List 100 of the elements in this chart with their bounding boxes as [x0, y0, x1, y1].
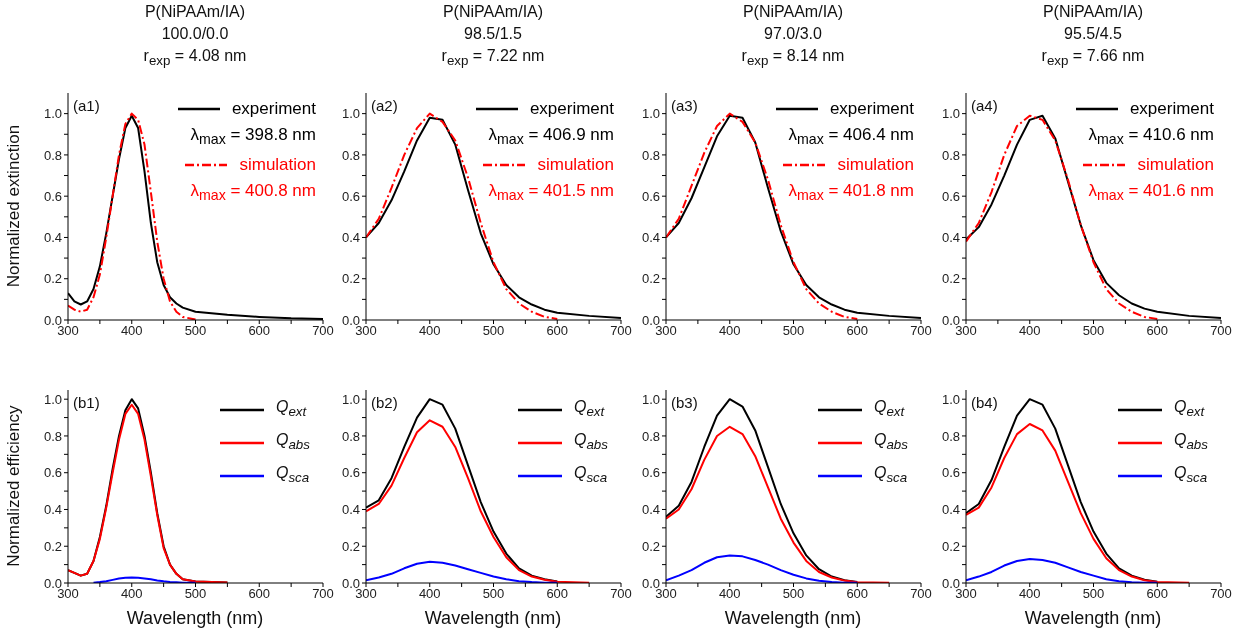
x-tick-label: 700 — [1210, 586, 1232, 602]
annotation: λ$_{max}$ = 398.8 nm — [190, 124, 316, 150]
x-tick-label: 700 — [910, 323, 932, 339]
chart-title: P(NiPAAm/IA) — [441, 2, 545, 22]
y-tick-label: 1.0 — [641, 106, 660, 122]
x-tick-label: 500 — [184, 586, 207, 602]
y-tick-label: 0.8 — [641, 428, 660, 444]
y-tick-label: 0.8 — [43, 147, 62, 163]
y-tick-label: 1.0 — [43, 391, 62, 407]
x-tick-label: 500 — [782, 586, 805, 602]
x-axis-title: Wavelength (nm) — [1023, 607, 1163, 630]
x-tick-label: 400 — [120, 586, 143, 602]
y-tick-label: 0.6 — [641, 188, 660, 204]
legend-label: experiment — [1129, 98, 1214, 120]
y-tick-label: 0.6 — [341, 188, 360, 204]
y-tick-label: 0.2 — [341, 538, 360, 554]
y-tick-label: 0.6 — [341, 465, 360, 481]
x-tick-label: 600 — [546, 323, 569, 339]
legend-label: simulation — [1137, 154, 1214, 177]
x-tick-label: 600 — [248, 323, 271, 339]
x-tick-label: 600 — [546, 586, 569, 602]
x-tick-label: 700 — [312, 586, 334, 602]
chart-subtitle: 98.5/1.5 r$_{exp}$ = 7.22 nm — [440, 24, 546, 71]
x-tick-label: 400 — [120, 323, 143, 339]
chart-subtitle: 100.0/0.0 r$_{exp}$ = 4.08 nm — [142, 24, 248, 71]
chart-subtitle: 97.0/3.0 r$_{exp}$ = 8.14 nm — [740, 24, 846, 71]
legend-label: experiment — [231, 98, 316, 120]
y-tick-label: 0.4 — [341, 230, 360, 246]
y-tick-label: 1.0 — [341, 106, 360, 122]
y-tick-label: 0.2 — [941, 538, 960, 554]
y-tick-label: 0.8 — [43, 428, 62, 444]
x-tick-label: 500 — [1082, 586, 1105, 602]
y-tick-label: 0.2 — [641, 271, 660, 287]
x-tick-label: 700 — [312, 323, 334, 339]
annotation: λ$_{max}$ = 401.5 nm — [488, 180, 614, 206]
legend-label: Q$_{abs}$ — [1174, 430, 1209, 455]
y-tick-label: 0.8 — [341, 428, 360, 444]
x-tick-label: 600 — [1146, 323, 1169, 339]
y-tick-label: 0.8 — [641, 147, 660, 163]
y-tick-label: 0.4 — [641, 502, 660, 518]
legend-label: experiment — [529, 98, 614, 120]
x-axis-title: Wavelength (nm) — [723, 607, 863, 630]
x-tick-label: 700 — [1210, 323, 1232, 339]
legend-label: simulation — [537, 154, 614, 177]
y-tick-label: 0.6 — [941, 188, 960, 204]
y-tick-label: 0.8 — [941, 428, 960, 444]
x-tick-label: 400 — [418, 586, 441, 602]
x-tick-label: 500 — [482, 586, 505, 602]
legend-label: Q$_{ext}$ — [276, 397, 308, 422]
y-tick-label: 0.2 — [341, 271, 360, 287]
legend-label: Q$_{abs}$ — [276, 430, 311, 455]
chart-title: P(NiPAAm/IA) — [741, 2, 845, 22]
y-axis-title: Normalized extinction — [3, 123, 24, 290]
chart-title: P(NiPAAm/IA) — [1041, 2, 1145, 22]
legend-label: experiment — [829, 98, 914, 120]
y-tick-label: 0.2 — [43, 538, 62, 554]
annotation: (b1) — [73, 394, 100, 411]
x-tick-label: 600 — [1146, 586, 1169, 602]
y-tick-label: 0.4 — [641, 230, 660, 246]
y-tick-label: 0.4 — [941, 502, 960, 518]
annotation: (b4) — [971, 394, 998, 411]
x-tick-label: 700 — [910, 586, 932, 602]
annotation: (b2) — [371, 394, 398, 411]
y-axis-title: Normalized efficiency — [3, 404, 24, 569]
y-tick-label: 0.6 — [43, 188, 62, 204]
x-axis-title: Wavelength (nm) — [423, 607, 563, 630]
legend-label: Q$_{abs}$ — [874, 430, 909, 455]
y-tick-label: 1.0 — [941, 106, 960, 122]
y-tick-label: 0.8 — [941, 147, 960, 163]
y-tick-label: 0.6 — [941, 465, 960, 481]
annotation: λ$_{max}$ = 400.8 nm — [190, 180, 316, 206]
x-tick-label: 600 — [846, 586, 869, 602]
y-tick-label: 0.2 — [641, 538, 660, 554]
y-tick-label: 0.6 — [641, 465, 660, 481]
annotation: λ$_{max}$ = 406.9 nm — [488, 124, 614, 150]
annotation: λ$_{max}$ = 410.6 nm — [1088, 124, 1214, 150]
x-tick-label: 400 — [418, 323, 441, 339]
legend-label: simulation — [239, 154, 316, 177]
x-tick-label: 400 — [1018, 586, 1041, 602]
y-tick-label: 0.8 — [341, 147, 360, 163]
y-tick-label: 0.4 — [941, 230, 960, 246]
annotation: (b3) — [671, 394, 698, 411]
x-tick-label: 500 — [1082, 323, 1105, 339]
y-tick-label: 0.4 — [341, 502, 360, 518]
x-tick-label: 500 — [782, 323, 805, 339]
annotation: λ$_{max}$ = 406.4 nm — [788, 124, 914, 150]
y-tick-label: 0.4 — [43, 502, 62, 518]
annotation: λ$_{max}$ = 401.8 nm — [788, 180, 914, 206]
annotation: (a1) — [73, 97, 100, 114]
y-tick-label: 1.0 — [341, 391, 360, 407]
legend-label: simulation — [837, 154, 914, 177]
line-series — [68, 112, 197, 320]
legend-label: Q$_{ext}$ — [1174, 397, 1206, 422]
y-tick-label: 1.0 — [641, 391, 660, 407]
chart-subtitle: 95.5/4.5 r$_{exp}$ = 7.66 nm — [1040, 24, 1146, 71]
legend-label: Q$_{sca}$ — [1174, 463, 1209, 488]
x-tick-label: 400 — [718, 586, 741, 602]
legend-label: Q$_{sca}$ — [574, 463, 609, 488]
y-tick-label: 0.4 — [43, 230, 62, 246]
x-tick-label: 500 — [482, 323, 505, 339]
